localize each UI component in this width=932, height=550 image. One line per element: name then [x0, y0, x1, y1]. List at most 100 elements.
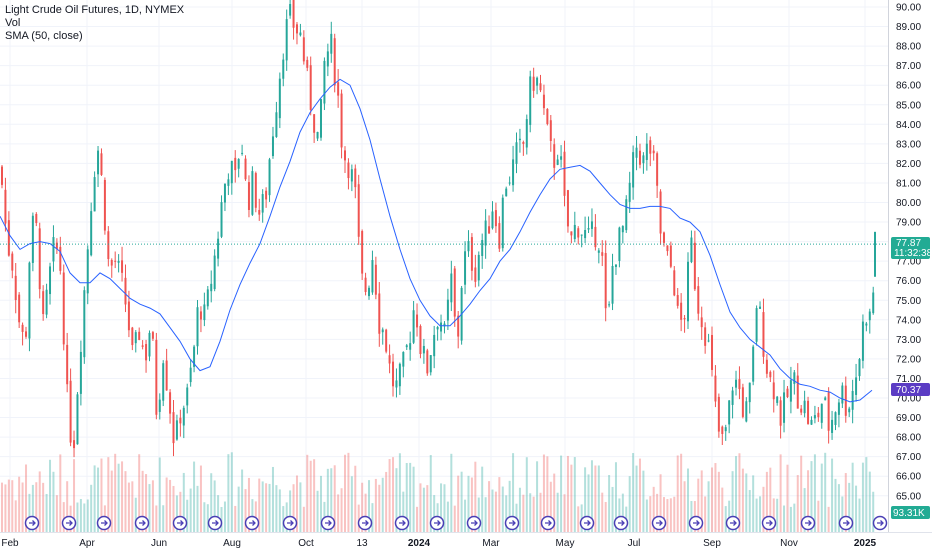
event-marker-icon[interactable] — [613, 515, 629, 531]
candle-body — [837, 402, 840, 415]
symbol-title[interactable]: Light Crude Oil Futures, 1D, NYMEX — [5, 4, 185, 16]
event-marker-icon[interactable] — [872, 515, 888, 531]
event-marker-icon[interactable] — [320, 515, 336, 531]
sma-legend[interactable]: SMA (50, close) — [5, 30, 83, 42]
event-marker-icon[interactable] — [504, 515, 520, 531]
event-marker-icon[interactable] — [540, 515, 556, 531]
candle-body — [117, 260, 120, 263]
volume-bar — [217, 495, 220, 532]
volume-bar — [553, 473, 556, 532]
event-marker-icon[interactable] — [207, 515, 223, 531]
event-marker-icon[interactable] — [725, 515, 741, 531]
volume-bar — [635, 465, 638, 532]
price-axis[interactable]: 65.00 66.00 67.00 68.00 69.00 70.00 71.00 72.00… — [896, 3, 921, 503]
price-tick-label: 65.00 — [896, 491, 921, 502]
volume-bar — [28, 493, 31, 532]
candle-body — [642, 155, 645, 164]
event-marker-icon[interactable] — [651, 515, 667, 531]
candle-body — [556, 159, 559, 165]
volume-bar — [18, 476, 21, 532]
candle-body — [179, 417, 182, 424]
candle-body — [484, 220, 487, 246]
volume-bar — [426, 485, 429, 532]
volume-bar — [234, 505, 237, 532]
candle-body — [220, 202, 223, 237]
event-marker-icon[interactable] — [24, 515, 40, 531]
volume-bar — [807, 470, 810, 532]
volume-bar — [361, 482, 364, 532]
candle-body — [443, 323, 446, 327]
price-tick-label: 80.00 — [896, 198, 921, 209]
volume-bar — [731, 471, 734, 532]
volume-bar — [796, 475, 799, 532]
volume-bar — [189, 488, 192, 532]
volume-bar — [83, 503, 86, 532]
volume-bar — [4, 484, 7, 532]
event-marker-icon[interactable] — [244, 515, 260, 531]
event-marker-icon[interactable] — [800, 515, 816, 531]
volume-bar — [573, 457, 576, 532]
candle-body — [93, 177, 96, 212]
event-marker-icon[interactable] — [761, 515, 777, 531]
volume-bar — [470, 477, 473, 532]
event-marker-icon[interactable] — [134, 515, 150, 531]
time-axis[interactable]: Feb Apr Jun Aug Oct 13 2024 Mar May Jul Sep Nov 2025 — [1, 538, 876, 549]
price-tick-label: 71.00 — [896, 374, 921, 385]
candle-body — [614, 264, 617, 267]
volume-bar — [419, 483, 422, 532]
volume-bar — [443, 484, 446, 532]
candle-body — [76, 394, 79, 445]
volume-bar — [611, 486, 614, 532]
time-tick-label: 13 — [356, 538, 368, 549]
volume-legend[interactable]: Vol — [5, 17, 21, 29]
candle-body — [25, 331, 28, 337]
volume-bar — [42, 482, 45, 532]
volume-bar — [131, 481, 134, 532]
event-markers[interactable] — [24, 515, 888, 531]
event-marker-icon[interactable] — [282, 515, 298, 531]
event-marker-icon[interactable] — [96, 515, 112, 531]
volume-bar — [748, 490, 751, 532]
event-marker-icon[interactable] — [429, 515, 445, 531]
event-marker-icon[interactable] — [394, 515, 410, 531]
event-marker-icon[interactable] — [466, 515, 482, 531]
candle-body — [700, 317, 703, 328]
volume-bar — [779, 454, 782, 532]
time-tick-label: Apr — [79, 538, 95, 549]
volume-bar — [299, 482, 302, 532]
event-marker-icon[interactable] — [357, 515, 373, 531]
candle-body — [79, 351, 82, 394]
event-marker-icon[interactable] — [838, 515, 854, 531]
candle-body — [309, 65, 312, 110]
volume-bar — [223, 501, 226, 532]
volume-bar — [350, 476, 353, 532]
candle-body — [344, 150, 346, 161]
volume-bar — [735, 456, 738, 532]
candle-body — [704, 327, 707, 346]
volume-bar — [422, 487, 425, 532]
volume-bar — [765, 471, 768, 532]
candle-body — [381, 329, 384, 333]
volume-bar — [45, 493, 48, 532]
volume-bar — [169, 479, 172, 532]
candle-body — [494, 210, 497, 227]
volume-bar — [392, 457, 395, 532]
event-marker-icon[interactable] — [172, 515, 188, 531]
volume-bar — [210, 473, 213, 532]
time-tick-label: Feb — [1, 538, 19, 549]
candle-body — [141, 345, 144, 347]
candle-body — [186, 387, 189, 406]
volume-bar — [855, 485, 858, 532]
volume-bar — [608, 475, 611, 532]
volume-bar — [594, 465, 597, 532]
event-marker-icon[interactable] — [61, 515, 77, 531]
candle-body — [368, 287, 371, 297]
volume-bar — [621, 493, 624, 532]
candle-body — [237, 159, 240, 169]
candle-body — [800, 408, 803, 413]
candle-body — [90, 211, 93, 256]
event-marker-icon[interactable] — [579, 515, 595, 531]
candle-body — [532, 76, 535, 91]
event-marker-icon[interactable] — [688, 515, 704, 531]
